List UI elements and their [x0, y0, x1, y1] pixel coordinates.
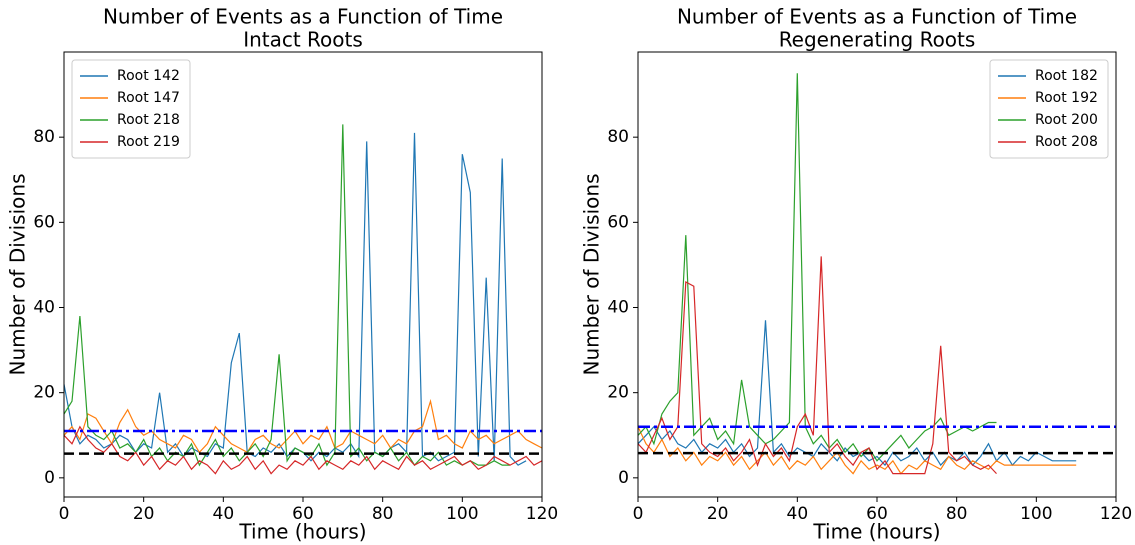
x-tick-label: 40 — [787, 504, 809, 524]
chart-title: Number of Events as a Function of Time — [103, 5, 503, 29]
x-tick-label: 100 — [1020, 504, 1052, 524]
plot-area — [64, 124, 542, 475]
y-tick-label: 20 — [33, 383, 55, 403]
legend-label: Root 142 — [117, 68, 180, 84]
x-tick-label: 0 — [633, 504, 644, 524]
x-tick-label: 120 — [1100, 504, 1132, 524]
legend: Root 142 Root 147 Root 218 Root 219 — [71, 59, 191, 159]
series-line — [64, 132, 527, 466]
x-tick-label: 20 — [133, 504, 155, 524]
y-tick-label: 60 — [33, 212, 55, 232]
series-line — [638, 320, 1077, 467]
subplot: Number of Events as a Function of TimeRe… — [580, 5, 1133, 544]
axes-frame — [637, 51, 1117, 498]
series-line — [638, 426, 1077, 475]
y-tick-label: 60 — [607, 212, 629, 232]
series-line — [64, 398, 542, 454]
legend-label: Root 182 — [1035, 68, 1098, 84]
x-tick-label: 80 — [372, 504, 394, 524]
chart-subtitle: Intact Roots — [243, 28, 363, 52]
y-tick-label: 80 — [607, 127, 629, 147]
y-tick-label: 0 — [618, 468, 629, 488]
plot-area — [638, 73, 1116, 475]
x-tick-label: 40 — [213, 504, 235, 524]
legend-box — [71, 59, 191, 159]
y-axis-label: Number of Divisions — [6, 174, 30, 376]
series-line — [64, 124, 511, 467]
subplot: Number of Events as a Function of TimeIn… — [6, 5, 559, 544]
y-tick-label: 20 — [607, 383, 629, 403]
x-tick-label: 0 — [59, 504, 70, 524]
series-line — [638, 256, 997, 475]
y-tick-label: 0 — [44, 468, 55, 488]
x-axis-label: Time (hours) — [812, 520, 940, 544]
legend-label: Root 192 — [1035, 90, 1098, 106]
series-line — [638, 73, 997, 462]
y-tick-label: 40 — [607, 298, 629, 318]
axes-frame — [63, 51, 543, 498]
y-axis-label: Number of Divisions — [580, 174, 604, 376]
x-tick-label: 100 — [446, 504, 478, 524]
legend-label: Root 147 — [117, 90, 180, 106]
legend-label: Root 218 — [117, 112, 180, 128]
legend-box — [989, 59, 1109, 159]
y-tick-label: 40 — [33, 298, 55, 318]
x-tick-label: 60 — [292, 504, 314, 524]
x-tick-label: 80 — [946, 504, 968, 524]
series-line — [64, 425, 542, 475]
chart-subtitle: Regenerating Roots — [779, 28, 976, 52]
x-axis-label: Time (hours) — [238, 520, 366, 544]
legend: Root 182 Root 192 Root 200 Root 208 — [989, 59, 1109, 159]
x-tick-label: 120 — [526, 504, 558, 524]
legend-label: Root 200 — [1035, 112, 1098, 128]
legend-label: Root 219 — [117, 134, 180, 150]
legend-label: Root 208 — [1035, 134, 1098, 150]
y-tick-label: 80 — [33, 127, 55, 147]
x-tick-label: 20 — [707, 504, 729, 524]
chart-title: Number of Events as a Function of Time — [677, 5, 1077, 29]
x-tick-label: 60 — [866, 504, 888, 524]
